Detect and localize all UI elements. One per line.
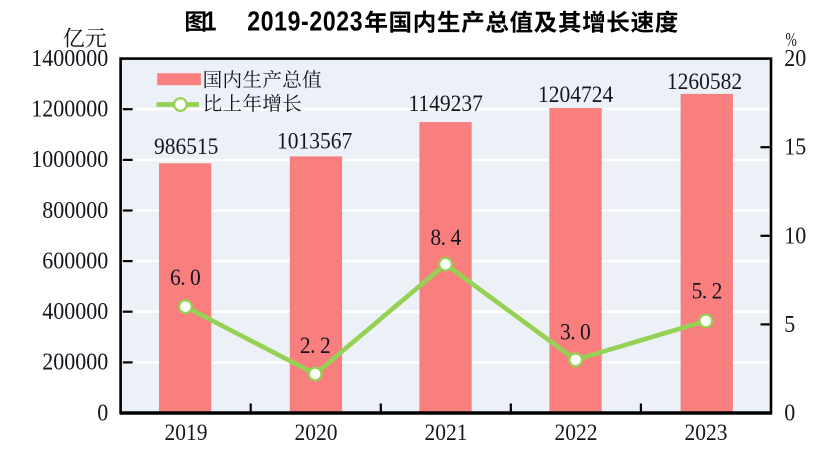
svg-text:2019: 2019 [165, 419, 208, 445]
svg-text:8. 4: 8. 4 [430, 224, 461, 250]
svg-text:1149237: 1149237 [408, 90, 482, 116]
svg-text:400000: 400000 [42, 298, 108, 324]
svg-text:1000000: 1000000 [31, 146, 108, 172]
svg-text:5: 5 [784, 311, 795, 337]
svg-text:2022: 2022 [555, 419, 598, 445]
svg-text:2021: 2021 [425, 419, 468, 445]
svg-text:20: 20 [784, 45, 806, 71]
svg-text:1400000: 1400000 [31, 45, 108, 71]
svg-text:10: 10 [784, 223, 806, 249]
svg-text:1200000: 1200000 [31, 96, 108, 122]
svg-text:0: 0 [784, 400, 795, 426]
svg-text:5. 2: 5. 2 [692, 278, 723, 304]
svg-text:800000: 800000 [42, 197, 108, 223]
svg-text:0: 0 [97, 400, 108, 426]
svg-text:2020: 2020 [295, 419, 338, 445]
svg-text:%: % [786, 29, 797, 51]
svg-text:15: 15 [784, 134, 806, 160]
svg-text:2019-2023: 2019-2023 [247, 7, 362, 37]
svg-text:1204724: 1204724 [538, 81, 613, 107]
svg-text:600000: 600000 [42, 248, 108, 274]
svg-text:1: 1 [204, 7, 217, 38]
svg-text:1260582: 1260582 [667, 68, 742, 94]
svg-text:1013567: 1013567 [277, 128, 352, 154]
svg-text:2. 2: 2. 2 [300, 332, 331, 358]
svg-text:3. 0: 3. 0 [560, 319, 591, 345]
svg-text:6. 0: 6. 0 [170, 264, 201, 290]
svg-text:200000: 200000 [42, 349, 108, 375]
svg-text:986515: 986515 [154, 133, 218, 159]
svg-text:2023: 2023 [685, 419, 728, 445]
